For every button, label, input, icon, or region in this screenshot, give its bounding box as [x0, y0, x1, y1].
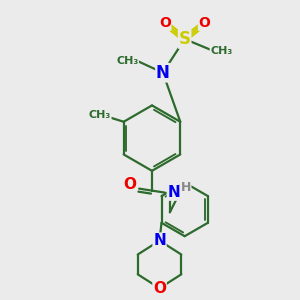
Text: O: O [153, 281, 166, 296]
Text: N: N [167, 185, 180, 200]
Text: N: N [153, 233, 166, 248]
Text: O: O [199, 16, 210, 30]
Text: S: S [179, 30, 191, 48]
Text: H: H [181, 181, 191, 194]
Text: O: O [159, 16, 171, 30]
Text: CH₃: CH₃ [116, 56, 138, 66]
Text: O: O [124, 177, 137, 192]
Text: CH₃: CH₃ [89, 110, 111, 120]
Text: N: N [156, 64, 170, 82]
Text: CH₃: CH₃ [210, 46, 232, 56]
